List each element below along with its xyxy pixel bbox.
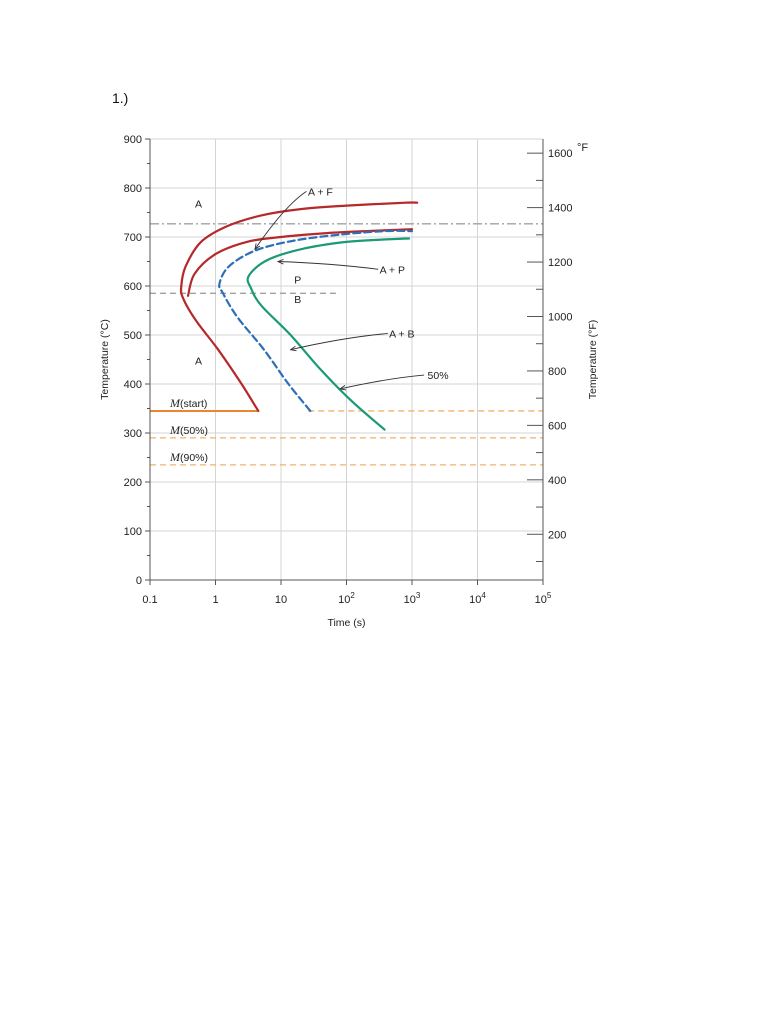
x-tick-label: 104 [469,591,486,606]
y2-tick-label: 1600 [548,148,572,160]
annotation-arrow [290,333,388,351]
annotation-label: A [195,199,202,211]
y2-tick-label: 600 [548,420,566,432]
y-tick-label: 900 [124,134,142,146]
annotations: A A + F A + P PB A + B A 50% [195,186,449,391]
annotation-arrowhead [254,243,261,251]
martensite-label: M(90%) [169,450,208,464]
y2-tick-label: 1200 [548,257,572,269]
problem-number: 1.) [112,90,129,106]
annotation-arrowhead [276,258,284,265]
y2-tick-label: 200 [548,529,566,541]
y2-tick-label: 800 [548,366,566,378]
y-tick-label: 0 [136,575,142,587]
annotation-arrow [254,190,307,250]
series-line-4 [246,237,411,431]
annotation-label: 50% [428,370,449,382]
annotation-label: A + B [389,328,414,340]
martensite-label: M(50%) [169,423,208,437]
martensite-lines: M(start) M(50%) M(90%) [150,396,543,466]
x-tick-label: 0.1 [142,594,157,606]
y-tick-label: 700 [124,232,142,244]
y-tick-label: 100 [124,526,142,538]
annotation-label: B [294,294,301,306]
series-line-3 [218,229,414,412]
x-tick-label: 1 [212,594,218,606]
axes: 0 100 200 300 400 500 600 700 800 900 200 400 600 800… [124,134,589,606]
y2-tick-label: 1400 [548,203,572,215]
x-tick-label: 103 [404,591,421,606]
annotation-label: A + F [308,186,333,198]
martensite-label: M(start) [169,396,207,410]
y-tick-label: 400 [124,379,142,391]
annotation-label: A + P [380,264,405,276]
y2-unit-marker: °F [577,142,588,154]
series-line-1 [179,201,419,412]
y2-tick-label: 400 [548,475,566,487]
y-tick-label: 800 [124,183,142,195]
annotation-arrow [277,261,379,270]
x-tick-label: 105 [535,591,552,606]
y-tick-label: 300 [124,428,142,440]
x-tick-label: 102 [338,591,355,606]
series-line-2 [186,228,414,297]
annotation-arrow [340,374,425,390]
annotation-arrowhead [289,345,297,352]
transformation-curves [179,201,419,431]
y2-tick-label: 1000 [548,311,572,323]
annotation-arrowhead [339,385,347,391]
x-axis-title: Time (s) [327,617,365,629]
y-axis-title: Temperature (°C) [99,319,111,400]
x-tick-label: 10 [275,594,287,606]
y-tick-label: 200 [124,477,142,489]
y-tick-label: 600 [124,281,142,293]
y-tick-label: 500 [124,330,142,342]
y2-axis-title: Temperature (°F) [587,320,599,399]
annotation-label: A [195,355,202,367]
grid-lines [149,138,544,581]
annotation-label: P [294,275,301,287]
